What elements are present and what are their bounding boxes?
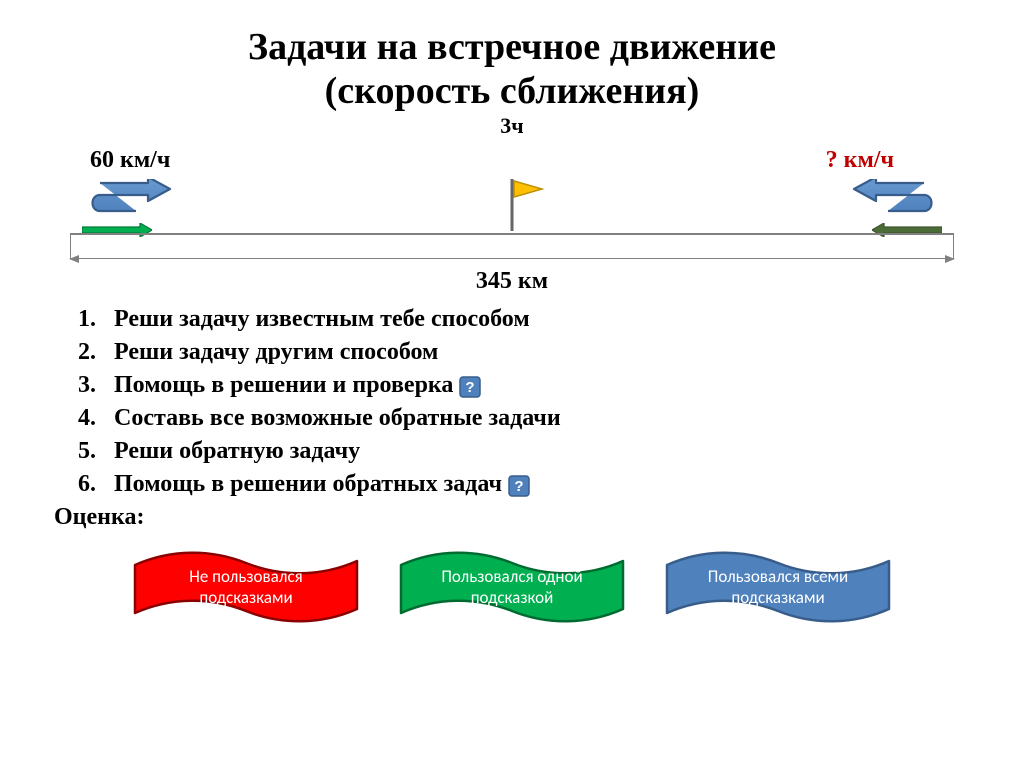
uturn-arrow-right-icon [852,179,944,227]
task-text: Реши задачу известным тебе способом [114,306,530,332]
banner-text: Пользовался всеми подсказками [663,547,893,627]
task-item: Реши задачу другим способом [102,336,970,369]
speed-left-label: 60 км/ч [90,147,170,174]
svg-text:?: ? [514,478,523,495]
task-item: Реши задачу известным тебе способом [102,303,970,336]
timeline-bar [70,233,954,235]
task-item: Помощь в решении и проверка ? [102,369,970,402]
score-banner[interactable]: Пользовался всеми подсказками [663,547,893,627]
task-item: Составь все возможные обратные задачи [102,402,970,435]
task-text: Помощь в решении и проверка [114,372,453,398]
task-item: Реши обратную задачу [102,435,970,468]
title-line-1: Задачи на встречное движение [248,26,776,68]
score-banner[interactable]: Не пользовался подсказками [131,547,361,627]
title-line-2: (скорость сближения) [325,70,700,112]
speed-right-label: ? км/ч [826,147,894,174]
svg-text:?: ? [466,379,475,396]
help-badge-icon[interactable]: ? [508,475,530,497]
time-label: 3ч [500,113,523,139]
score-banner[interactable]: Пользовался одной подсказкой [397,547,627,627]
task-item: Помощь в решении обратных задач ? [102,468,970,501]
uturn-arrow-left-icon [80,179,172,227]
help-badge-icon[interactable]: ? [459,376,481,398]
slide-title: Задачи на встречное движение (скорость с… [0,0,1024,113]
score-label: Оценка: [54,504,970,531]
task-text: Реши обратную задачу [114,438,360,464]
task-list: Реши задачу известным тебе способом Реши … [54,303,970,501]
task-text: Помощь в решении обратных задач [114,471,502,497]
task-text: Составь все возможные обратные задачи [114,405,561,431]
score-banners: Не пользовался подсказками Пользовался о… [0,547,1024,627]
banner-text: Пользовался одной подсказкой [397,547,627,627]
motion-diagram: 3ч 60 км/ч ? км/ч // placed inline so fl… [60,113,964,303]
distance-label: 345 км [476,268,548,295]
task-text: Реши задачу другим способом [114,339,438,365]
meeting-flag-icon [508,177,548,238]
banner-text: Не пользовался подсказками [131,547,361,627]
dimension-line [70,258,954,259]
